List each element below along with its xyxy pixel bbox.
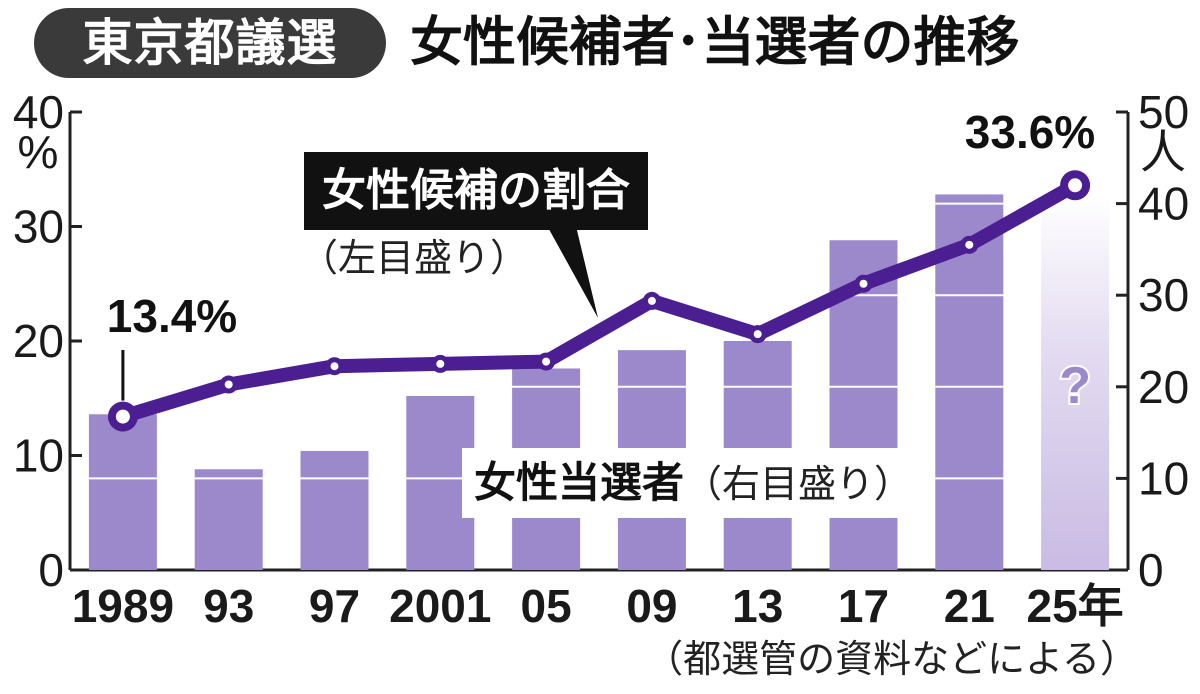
line-endpoint-center xyxy=(115,409,130,424)
line-point-center xyxy=(542,357,551,366)
line-point-center xyxy=(753,330,762,339)
x-axis-tick-label: 97 xyxy=(309,580,360,632)
line-series-axis-note: （左目盛り） xyxy=(300,236,529,280)
bar-series-name: 女性当選者 xyxy=(474,458,685,507)
x-axis-tick-label: 05 xyxy=(521,580,572,632)
left-axis-tick-label: 20 xyxy=(13,315,64,367)
line-path xyxy=(115,178,1083,424)
right-axis-tick-label: 30 xyxy=(1138,269,1189,321)
bar xyxy=(300,450,369,570)
right-axis-tick-label: 20 xyxy=(1138,361,1189,413)
right-axis-unit: 人 xyxy=(1140,126,1186,178)
line-point-center xyxy=(224,380,233,389)
line-point-center xyxy=(965,240,974,249)
line-point-center xyxy=(436,359,445,368)
left-axis-unit: % xyxy=(18,126,59,178)
x-axis-tick-label: 1989 xyxy=(72,580,174,632)
first-value-label: 13.4% xyxy=(107,290,237,342)
right-axis-tick-label: 10 xyxy=(1138,452,1189,504)
x-axis-tick-label: 93 xyxy=(203,580,254,632)
chart-title: 女性候補者･当選者の推移 xyxy=(410,12,1020,73)
pending-bar xyxy=(1041,194,1110,570)
left-axis-tick-label: 40 xyxy=(13,86,64,138)
x-axis-tick-label: 25年 xyxy=(1027,580,1124,632)
line-series xyxy=(107,170,1091,432)
bar xyxy=(194,469,263,570)
category-tag: 東京都議選 xyxy=(34,8,386,78)
x-axis-tick-label: 13 xyxy=(732,580,783,632)
x-axis-tick-label: 2001 xyxy=(389,580,491,632)
value-callouts: 13.4% 33.6% xyxy=(103,102,1099,401)
right-axis-tick-label: 40 xyxy=(1138,178,1189,230)
line-endpoint-center xyxy=(1068,178,1083,193)
bar-series-axis-note: （右目盛り） xyxy=(684,462,913,506)
x-axis-tick-label: 09 xyxy=(626,580,677,632)
line-point-center xyxy=(859,279,868,288)
right-axis-tick-label: 0 xyxy=(1138,544,1164,596)
axis-labels: 0 10 20 30 40% 0 10 20 30 40 50人 1989 93 97 2001 05 09 13… xyxy=(13,86,1189,632)
line-point-center xyxy=(647,296,656,305)
left-axis-tick-label: 0 xyxy=(38,544,64,596)
right-axis-tick-label: 50 xyxy=(1138,86,1189,138)
x-axis-tick-label: 21 xyxy=(944,580,995,632)
last-value-label: 33.6% xyxy=(965,106,1095,158)
x-axis-tick-label: 17 xyxy=(838,580,889,632)
left-axis-tick-label: 30 xyxy=(13,201,64,253)
line-point-center xyxy=(330,362,339,371)
source-note: （都選管の資料などによる） xyxy=(645,637,1138,681)
bar-series-label: 女性当選者（右目盛り） xyxy=(462,448,925,518)
bar xyxy=(88,414,157,570)
line-series-label: 女性候補の割合 xyxy=(304,152,648,230)
left-axis-tick-label: 10 xyxy=(13,430,64,482)
pending-bar-question-mark: ? xyxy=(1059,357,1091,415)
series-label-pointer xyxy=(545,222,598,318)
